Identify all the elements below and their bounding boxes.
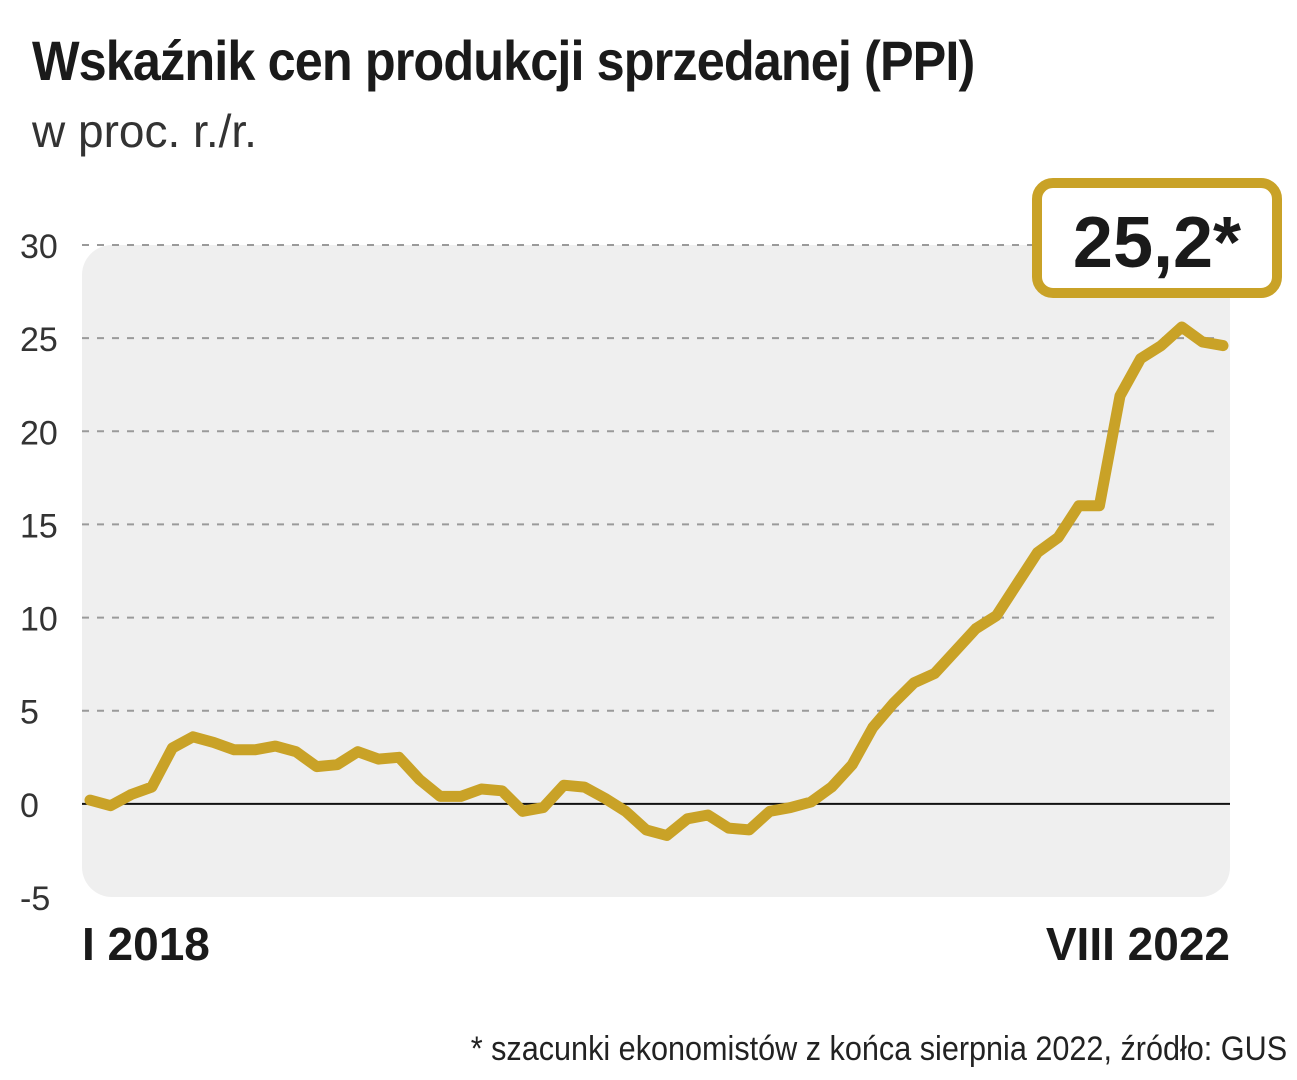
y-tick-label: 25 [20, 321, 58, 359]
x-end-label: VIII 2022 [1046, 918, 1230, 970]
x-start-label: I 2018 [82, 918, 210, 970]
y-tick-label: 20 [20, 414, 58, 452]
chart-subtitle: w proc. r./r. [32, 105, 257, 157]
y-tick-label: 15 [20, 507, 58, 545]
y-tick-label: 30 [20, 228, 58, 266]
plot-background [82, 245, 1230, 897]
y-tick-label: 5 [20, 694, 39, 732]
ppi-series-line [84, 321, 1229, 841]
y-tick-label: -5 [20, 880, 50, 918]
callout-box [1032, 178, 1282, 298]
source-footnote: * szacunki ekonomistów z końca sierpnia … [470, 1030, 1287, 1068]
callout-value: 25,2* [1073, 203, 1241, 283]
chart-title: Wskaźnik cen produkcji sprzedanej (PPI) [32, 29, 975, 92]
y-tick-label: 10 [20, 601, 58, 639]
y-tick-label: 0 [20, 787, 39, 825]
